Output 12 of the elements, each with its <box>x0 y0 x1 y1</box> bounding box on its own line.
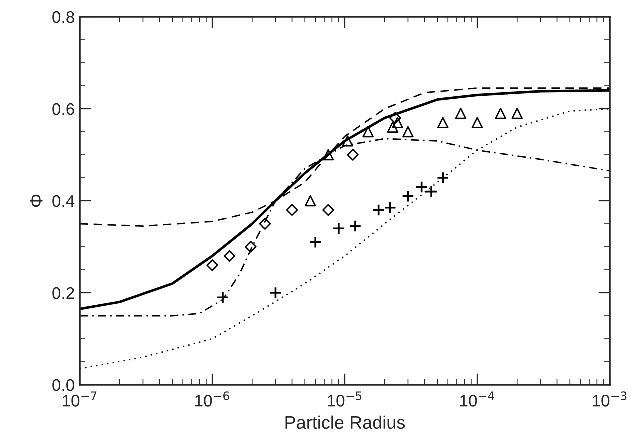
y-tick-label: 0.4 <box>52 195 75 208</box>
x-tick-label: 10$^{−6}$ <box>196 392 230 407</box>
y-tick-label: 0.0 <box>52 379 74 392</box>
y-tick-label: 0.6 <box>52 103 74 116</box>
x-tick-label: 10$^{−4}$ <box>460 392 494 407</box>
x-tick-label: 10$^{−5}$ <box>328 392 362 407</box>
x-tick-label: 10$^{−7}$ <box>63 392 97 407</box>
x-tick-label: 10$^{−3}$ <box>593 392 627 407</box>
x-axis-title: Particle Radius <box>286 416 406 430</box>
y-tick-label: 0.8 <box>52 11 74 24</box>
y-axis-title: Φ <box>30 194 43 208</box>
y-tick-label: 0.2 <box>52 287 74 300</box>
